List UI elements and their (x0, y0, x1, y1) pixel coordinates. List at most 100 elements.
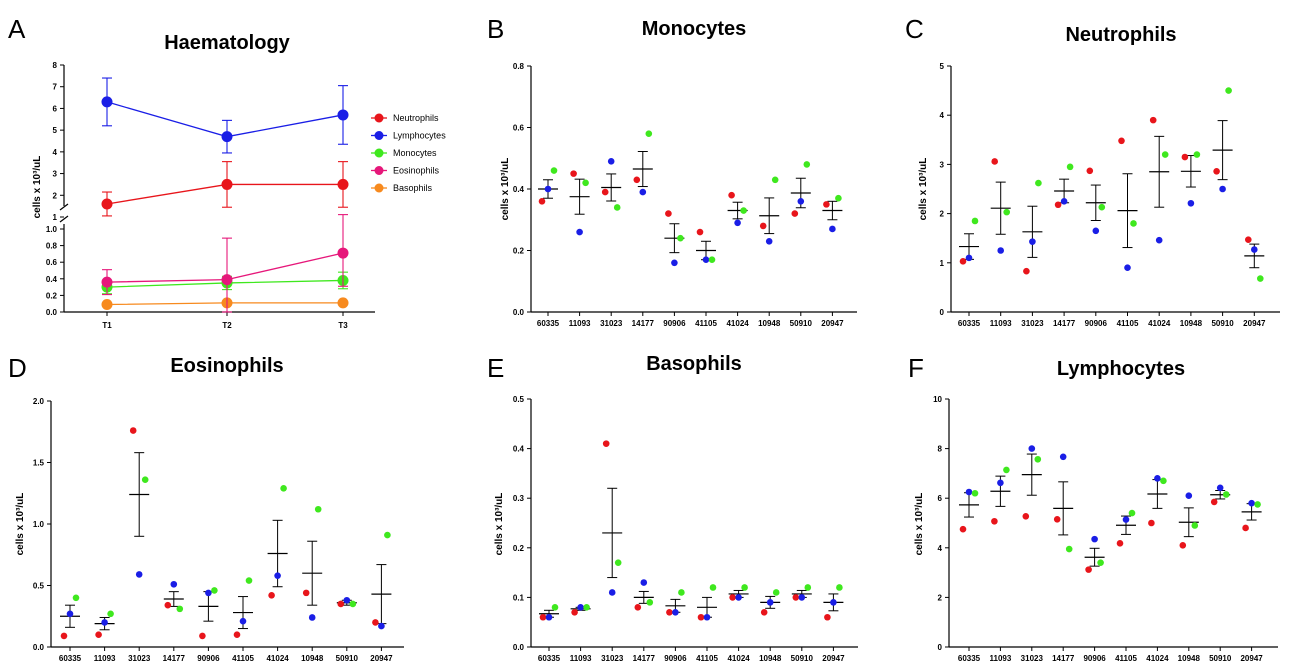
data-point-blue (545, 613, 553, 621)
data-point-red (1242, 524, 1249, 532)
data-point-green (280, 485, 287, 492)
x-tick-label: 90906 (1085, 319, 1108, 328)
data-point-green (772, 589, 780, 596)
data-point-green (1130, 220, 1137, 227)
data-point-red (1149, 116, 1157, 124)
data-point (101, 276, 113, 288)
data-point-blue (1216, 484, 1224, 492)
data-point-red (1053, 515, 1061, 523)
data-point-blue (997, 247, 1004, 254)
data-point-blue (1154, 475, 1161, 482)
y-tick-label: 4 (940, 111, 945, 120)
data-point-green (550, 167, 558, 174)
data-point-blue (829, 225, 836, 233)
panel-d-ylabel: cells x 10³/uL (15, 493, 26, 556)
panel-c-plot: 0 1 2 3 4 5 60335 11093 31023 14177 90906 41105 4102… (940, 62, 1280, 328)
data-point-red (665, 210, 672, 217)
y-tick-label: 4 (53, 148, 58, 157)
data-point-red (1118, 137, 1125, 145)
x-tick-label: 41024 (726, 319, 749, 328)
data-point-red (571, 608, 578, 616)
panel-f-letter: F (908, 353, 924, 383)
panel-a-letter: A (8, 14, 26, 44)
x-tick-label: 50910 (336, 654, 359, 663)
data-point-red (633, 176, 641, 184)
x-tick-label: 41105 (1115, 654, 1137, 663)
data-point-green (384, 531, 391, 539)
y-tick-label: 0.2 (513, 247, 525, 256)
data-point-red (634, 604, 642, 611)
data-point-green (551, 604, 559, 611)
data-point-blue (797, 198, 805, 205)
data-point-blue (1219, 185, 1226, 193)
y-tick-label: 0 (938, 643, 943, 652)
y-tick-label: 1.5 (33, 459, 45, 468)
x-tick-label: 14177 (633, 654, 656, 663)
data-point-green (1257, 275, 1264, 282)
x-tick-label: 11093 (990, 319, 1012, 328)
y-tick-label: 6 (53, 104, 58, 113)
data-point-red (760, 608, 768, 616)
x-tick-label: 20947 (822, 654, 845, 663)
data-point-green (613, 204, 621, 211)
panel-b-plot: 0.0 0.2 0.4 0.6 0.8 60335 11093 31023 14177 90906… (513, 62, 857, 328)
y-tick-label: 0.5 (33, 582, 45, 591)
data-point-green (1097, 559, 1104, 566)
y-tick-label: 0.2 (46, 291, 58, 300)
data-point-green (176, 605, 184, 613)
data-point-red (60, 632, 68, 640)
y-tick-label: 0.2 (513, 544, 525, 553)
data-point-red (823, 201, 830, 208)
data-point-blue (1091, 535, 1098, 543)
data-point-green (971, 489, 979, 497)
data-point-red (95, 631, 102, 638)
y-tick-label: 1 (53, 213, 58, 222)
legend-label: Eosinophils (393, 166, 440, 176)
x-tick-label: T3 (338, 321, 348, 330)
data-point (221, 131, 233, 143)
data-point-green (836, 584, 843, 591)
y-tick-label: 0.0 (46, 308, 58, 317)
data-point-blue (239, 617, 247, 625)
data-point-red (164, 601, 172, 609)
panel-c-title: Neutrophils (1065, 24, 1176, 46)
data-point-red (1086, 167, 1094, 175)
data-point-green (1065, 545, 1073, 553)
data-point-red (570, 170, 577, 177)
data-point (101, 299, 113, 311)
axis-break-mark (59, 203, 69, 211)
x-tick-label: 41105 (232, 654, 254, 663)
data-point-red (959, 258, 967, 265)
data-point (337, 178, 349, 190)
y-tick-label: 8 (938, 445, 943, 454)
data-point-blue (608, 589, 616, 596)
data-point-blue (997, 479, 1004, 487)
panel-a-plot: 1 2 3 4 5 6 7 8 0.0 0.2 0.4 0.6 0.8 1.0 T1 T2 T3 (46, 61, 375, 330)
panel-a-title: Haematology (164, 32, 290, 54)
x-tick-label: 41105 (695, 319, 717, 328)
data-point-blue (672, 608, 679, 616)
x-tick-label: T2 (222, 321, 232, 330)
data-point-green (708, 256, 716, 264)
data-point-blue (1187, 199, 1195, 207)
legend-label: Lymphocytes (393, 131, 446, 141)
y-tick-label: 5 (53, 126, 58, 135)
data-point-green (645, 130, 653, 137)
panel-c-letter: C (905, 14, 924, 44)
data-point-blue (702, 256, 710, 264)
data-point-red (991, 158, 998, 165)
y-tick-label: 8 (53, 61, 58, 70)
data-point-red (1022, 513, 1030, 520)
y-tick-label: 1.0 (33, 520, 45, 529)
data-point-red (728, 191, 735, 199)
y-tick-label: 0.0 (513, 643, 525, 652)
x-tick-label: 14177 (1052, 654, 1075, 663)
data-point-green (971, 217, 979, 225)
y-tick-label: 2 (938, 593, 943, 602)
data-point-red (959, 525, 967, 533)
data-point-red (337, 600, 345, 608)
data-point-red (268, 592, 275, 599)
data-point-blue (205, 589, 212, 597)
y-tick-label: 5 (940, 62, 945, 71)
